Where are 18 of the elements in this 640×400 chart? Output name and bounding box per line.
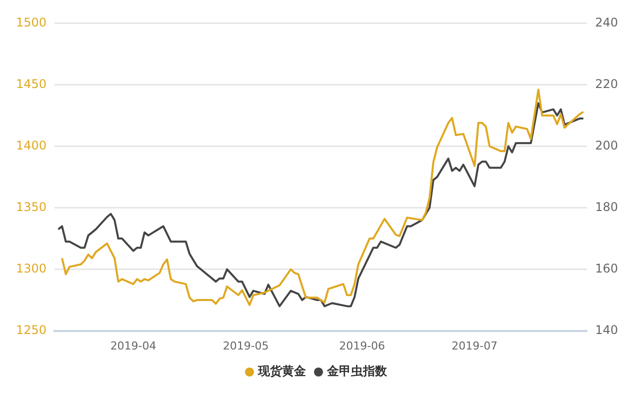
y-tick-label: 1450	[16, 76, 47, 91]
y2-tick-label: 180	[595, 200, 618, 214]
y2-tick-label: 240	[595, 15, 618, 30]
y-tick-label: 1500	[16, 15, 47, 30]
y-tick-label: 1250	[16, 322, 47, 337]
y2-tick-label: 140	[595, 322, 618, 337]
y2-tick-label: 160	[595, 261, 618, 276]
x-tick-label: 2019-07	[452, 339, 498, 352]
y-tick-label: 1400	[16, 138, 47, 152]
legend-label: 金甲虫指数	[326, 364, 388, 378]
y-tick-label: 1300	[16, 261, 47, 276]
legend-label: 现货黄金	[257, 364, 307, 378]
y-tick-label: 1350	[16, 200, 47, 214]
x-tick-label: 2019-04	[110, 339, 156, 352]
y2-tick-label: 220	[595, 76, 618, 91]
y2-tick-label: 200	[595, 138, 618, 152]
x-tick-label: 2019-06	[339, 339, 386, 352]
x-tick-label: 2019-05	[222, 339, 269, 352]
